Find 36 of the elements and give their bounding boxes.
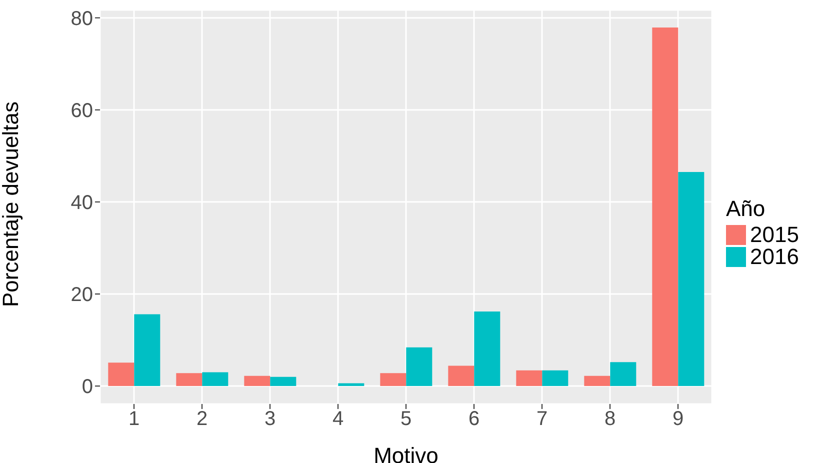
y-axis-title: Porcentaje devueltas [0, 102, 23, 307]
bar [176, 373, 202, 386]
legend-label: 2015 [750, 222, 799, 246]
y-tick-label: 0 [82, 376, 93, 398]
y-tick-label: 20 [70, 284, 93, 306]
y-tick-label: 80 [70, 8, 93, 30]
x-tick-label: 4 [332, 408, 344, 430]
x-tick-label: 6 [468, 408, 480, 430]
y-tick-label: 60 [70, 100, 93, 122]
bar [678, 172, 704, 386]
x-tick-label: 8 [604, 408, 616, 430]
bar [380, 373, 406, 386]
bar [584, 376, 610, 386]
bar [610, 362, 636, 386]
x-axis-title: Motivo [374, 443, 438, 463]
bar [406, 347, 432, 386]
x-tick-label: 7 [536, 408, 548, 430]
x-tick-label: 1 [128, 408, 140, 430]
x-tick-label: 5 [400, 408, 412, 430]
bar [108, 362, 134, 386]
bar [516, 370, 542, 386]
bar [244, 376, 270, 386]
legend-label: 2016 [750, 244, 799, 268]
bar [270, 376, 296, 386]
bar [474, 311, 500, 386]
y-tick-label: 40 [70, 192, 93, 214]
bar [338, 383, 364, 386]
x-tick-label: 2 [196, 408, 208, 430]
x-tick-label: 3 [264, 408, 276, 430]
bar [134, 314, 160, 386]
legend-title: Año [726, 196, 766, 222]
bar [542, 370, 568, 386]
x-tick-label: 9 [672, 408, 684, 430]
bar [202, 372, 228, 386]
bar [448, 366, 474, 386]
bar [652, 27, 678, 386]
